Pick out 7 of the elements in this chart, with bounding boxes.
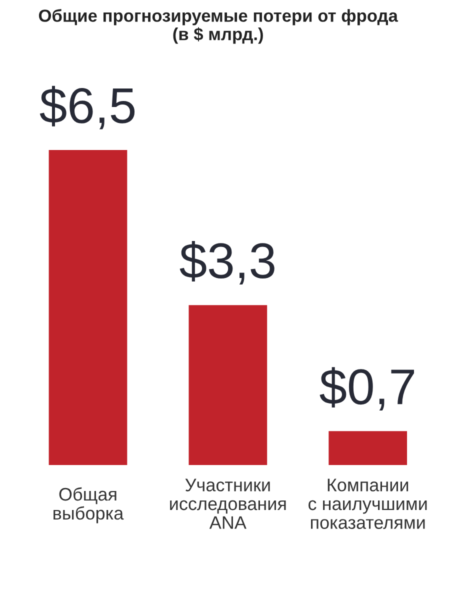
chart-title: Общие прогнозируемые потери от фрода (в $ млрд.) xyxy=(38,8,398,44)
data-label: $6,5 xyxy=(40,86,135,130)
x-tick-label: Участники исследования ANA xyxy=(170,478,286,529)
x-tick-label: Общая выборка xyxy=(54,487,124,524)
data-label: $3,3 xyxy=(180,241,274,284)
data-label: $0,7 xyxy=(320,367,414,410)
x-tick-label: Компании с наилучшими показателями xyxy=(308,478,427,529)
